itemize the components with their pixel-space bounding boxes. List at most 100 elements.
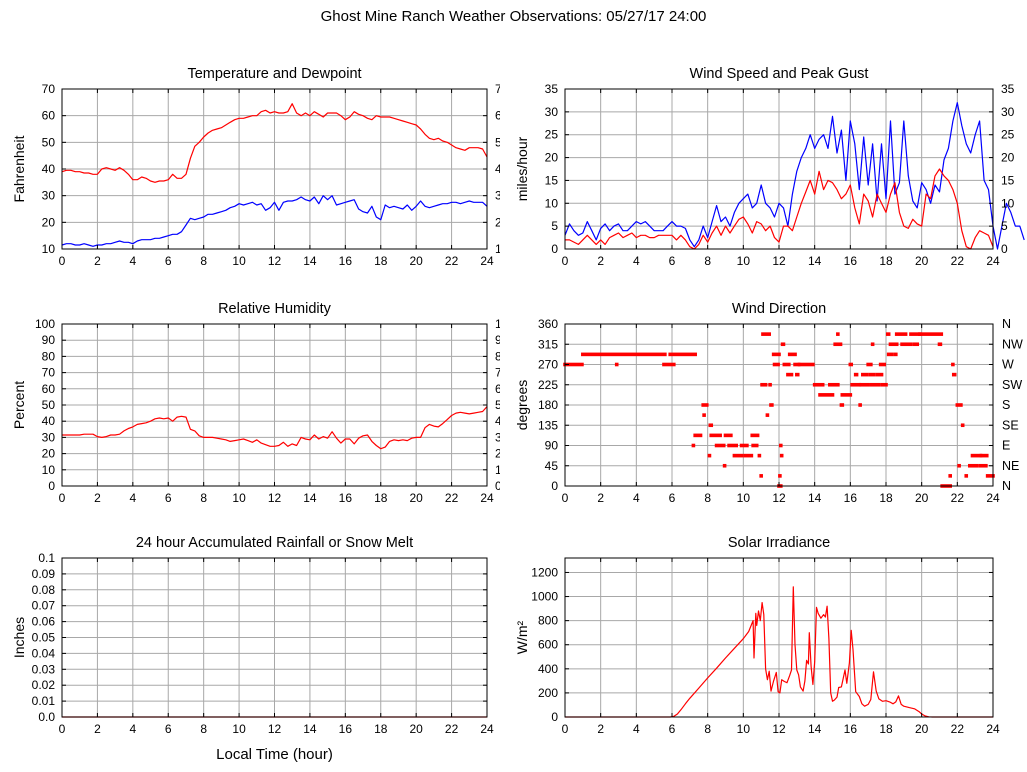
wind-direction-marker bbox=[739, 443, 749, 448]
y-axis-label: Inches bbox=[11, 617, 27, 658]
x-tick-label: 12 bbox=[772, 491, 786, 505]
y-axis-label: Fahrenheit bbox=[11, 135, 27, 202]
y-tick-label-right: 10 bbox=[495, 463, 500, 477]
chart-title: Relative Humidity bbox=[218, 301, 332, 317]
wind-direction-marker bbox=[828, 382, 840, 387]
wind-direction-marker bbox=[701, 403, 709, 407]
x-tick-label: 6 bbox=[165, 722, 172, 736]
y-tick-label: 0.02 bbox=[32, 678, 56, 692]
y-tick-label: 30 bbox=[42, 189, 56, 203]
wind-direction-marker bbox=[771, 352, 781, 357]
chart-relative-humidity: Relative Humidity 0 2 4 6 8 10 12 14 16 18 20 22 24 0 0… bbox=[0, 290, 500, 525]
wind-direction-marker bbox=[912, 342, 920, 347]
compass-label: SE bbox=[1002, 418, 1019, 432]
wind-direction-marker bbox=[668, 352, 697, 357]
chart-title: Temperature and Dewpoint bbox=[187, 66, 361, 82]
y-tick-label-right: 30 bbox=[495, 430, 500, 444]
wind-direction-marker bbox=[960, 423, 965, 428]
x-tick-label: 8 bbox=[704, 254, 711, 268]
y-tick-label-right: 35 bbox=[1001, 82, 1015, 96]
x-tick-label: 12 bbox=[268, 491, 282, 505]
wind-direction-marker bbox=[797, 362, 815, 367]
y-tick-label-right: 10 bbox=[495, 242, 500, 256]
wind-direction-marker bbox=[878, 362, 887, 367]
x-tick-label: 10 bbox=[737, 722, 751, 736]
y-tick-label-right: 40 bbox=[495, 162, 500, 176]
y-tick-label-right: 40 bbox=[495, 414, 500, 428]
y-tick-label: 0.08 bbox=[32, 583, 56, 597]
wind-speed-line bbox=[565, 168, 994, 250]
y-tick-label: 90 bbox=[42, 333, 56, 347]
wind-direction-marker bbox=[870, 342, 875, 347]
y-tick-label-right: 50 bbox=[495, 135, 500, 149]
y-tick-label: 30 bbox=[42, 430, 56, 444]
y-tick-label: 50 bbox=[42, 398, 56, 412]
y-tick-label: 50 bbox=[42, 135, 56, 149]
wind-direction-marker bbox=[978, 463, 988, 468]
rainfall-svg: 24 hour Accumulated Rainfall or Snow Mel… bbox=[11, 535, 494, 763]
x-tick-label: 22 bbox=[445, 722, 459, 736]
wind-direction-marker bbox=[795, 372, 800, 377]
y-tick-label: 360 bbox=[538, 317, 558, 331]
wind-direction-marker bbox=[964, 474, 969, 478]
x-tick-label: 22 bbox=[951, 254, 965, 268]
x-tick-label: 2 bbox=[597, 722, 604, 736]
compass-label: N bbox=[1002, 317, 1011, 331]
y-tick-label-right: 20 bbox=[1001, 151, 1015, 165]
wind-direction-marker bbox=[866, 362, 873, 367]
wind-direction-marker bbox=[869, 382, 881, 387]
x-tick-label: 16 bbox=[339, 722, 353, 736]
y-axis-label: Percent bbox=[11, 381, 27, 429]
x-tick-label: 20 bbox=[915, 722, 929, 736]
relative-humidity-line bbox=[62, 406, 488, 450]
wind-direction-marker bbox=[848, 362, 854, 367]
x-tick-label: 6 bbox=[165, 254, 172, 268]
x-tick-label: 20 bbox=[409, 722, 423, 736]
x-tick-label: 22 bbox=[951, 722, 965, 736]
compass-label: W bbox=[1002, 358, 1014, 372]
chart-wind-direction: Wind Direction 0 2 4 6 8 10 12 14 16 18 20 22 24 0 45 90… bbox=[500, 290, 1027, 525]
x-tick-label: 2 bbox=[597, 491, 604, 505]
x-tick-label: 16 bbox=[844, 491, 858, 505]
wind-direction-marker bbox=[707, 453, 712, 458]
wind-direction-marker bbox=[937, 342, 943, 347]
wind-direction-marker bbox=[787, 352, 797, 357]
wind-direction-marker bbox=[780, 342, 786, 347]
y-tick-label: 70 bbox=[42, 82, 56, 96]
wind-direction-marker bbox=[722, 463, 727, 468]
wind-direction-marker bbox=[812, 382, 825, 387]
y-tick-label-right: 30 bbox=[1001, 105, 1015, 119]
wind-direction-marker bbox=[861, 372, 869, 377]
y-tick-label: 600 bbox=[538, 638, 558, 652]
page-title: Ghost Mine Ranch Weather Observations: 0… bbox=[320, 8, 707, 25]
wind-direction-marker bbox=[750, 433, 760, 438]
y-tick-label: 0.06 bbox=[32, 615, 56, 629]
wind-direction-marker bbox=[836, 332, 840, 336]
y-tick-label: 5 bbox=[551, 219, 558, 233]
wind-direction-marker bbox=[751, 443, 759, 448]
wind-direction-marker bbox=[840, 393, 853, 397]
wind-direction-marker bbox=[893, 352, 898, 357]
x-tick-label: 8 bbox=[200, 722, 207, 736]
x-tick-label: 2 bbox=[94, 254, 101, 268]
x-tick-label: 14 bbox=[303, 722, 317, 736]
wind-direction-marker bbox=[581, 352, 667, 357]
y-tick-label: 0.01 bbox=[32, 694, 56, 708]
wind-direction-marker bbox=[723, 433, 733, 438]
y-tick-label: 10 bbox=[42, 242, 56, 256]
wind-direction-marker bbox=[769, 403, 774, 407]
x-tick-label: 0 bbox=[59, 491, 66, 505]
wind-direction-marker bbox=[772, 362, 780, 367]
y-tick-label: 40 bbox=[42, 162, 56, 176]
compass-label: NE bbox=[1002, 459, 1019, 473]
wind-direction-marker bbox=[778, 474, 782, 478]
x-tick-label: 20 bbox=[915, 254, 929, 268]
y-tick-label: 35 bbox=[545, 82, 559, 96]
x-tick-label: 0 bbox=[562, 254, 569, 268]
wind-direction-marker bbox=[885, 332, 891, 336]
x-tick-label: 2 bbox=[94, 491, 101, 505]
wind-direction-marker bbox=[886, 352, 894, 357]
